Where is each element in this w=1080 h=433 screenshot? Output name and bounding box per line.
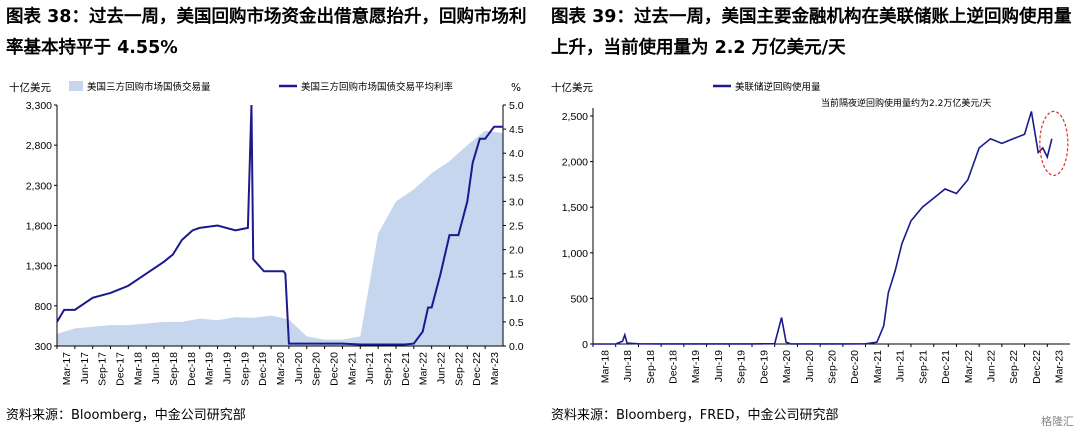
- y-tick-label: 1,000: [562, 248, 588, 260]
- x-tick-label: Mar-21: [872, 350, 884, 383]
- x-tick-label: Jun-17: [79, 352, 91, 384]
- highlight-ellipse: [1039, 110, 1069, 176]
- x-tick-label: Mar-22: [963, 350, 975, 383]
- x-tick-label: Sep-21: [917, 350, 929, 384]
- x-tick-label: Mar-19: [204, 352, 216, 385]
- left-y-tick-label: 3,300: [26, 100, 52, 112]
- right-y-unit-label: %: [511, 82, 521, 94]
- x-tick-label: Mar-21: [346, 352, 358, 385]
- x-tick-label: Mar-23: [1054, 350, 1066, 383]
- right-y-tick-label: 3.5: [509, 172, 524, 184]
- left-chart-svg: 300 800 1,300 1,800 2,300 2,800 3,300 0.0 0.5 1.0…: [9, 81, 524, 386]
- left-y-tick-label: 2,300: [26, 180, 52, 192]
- x-tick-label: Sep-20: [827, 350, 839, 384]
- y-tick-label: 2,500: [562, 111, 588, 123]
- legend-line-label: 美国三方回购市场国债交易平均利率: [301, 81, 454, 93]
- x-tick-label: Mar-22: [418, 352, 430, 385]
- left-chart-panel: 图表 38：过去一周，美国回购市场资金出借意愿抬升，回购市场利率基本持平于 4.…: [0, 0, 535, 433]
- left-chart-source: 资料来源：Bloomberg，中金公司研究部: [6, 408, 246, 423]
- right-y-tick-label: 4.0: [509, 148, 524, 160]
- right-chart-title: 图表 39：过去一周，美国主要金融机构在美联储账上逆回购使用量上升，当前使用量为…: [551, 7, 1072, 58]
- right-y-tick-label: 5.0: [509, 100, 524, 112]
- x-tick-label: Sep-22: [1008, 350, 1020, 384]
- x-tick-label: Sep-17: [97, 352, 109, 386]
- left-y-tick-label: 800: [34, 301, 52, 313]
- right-chart-source: 资料来源：Bloomberg，FRED，中金公司研究部: [551, 408, 839, 423]
- right-y-tick-label: 0.5: [509, 317, 524, 329]
- x-tick-label: Jun-20: [293, 352, 305, 384]
- x-tick-label: Dec-17: [114, 352, 126, 386]
- x-tick-label: Dec-18: [186, 352, 198, 386]
- x-tick-label: Dec-21: [940, 350, 952, 384]
- x-tick-label: Dec-22: [471, 352, 483, 386]
- watermark: 格隆汇: [1041, 415, 1074, 428]
- x-tick-label: Mar-20: [781, 350, 793, 383]
- y-tick-label: 0: [582, 339, 588, 351]
- x-tick-label: Jun-18: [622, 350, 634, 382]
- x-tick-label: Mar-19: [690, 350, 702, 383]
- left-y-tick-label: 1,800: [26, 221, 52, 233]
- legend-area-swatch: [69, 81, 83, 91]
- right-y-tick-label: 1.0: [509, 293, 524, 305]
- right-y-tick-label: 4.5: [509, 124, 524, 136]
- left-y-tick-label: 1,300: [26, 261, 52, 273]
- x-tick-label: Jun-19: [221, 352, 233, 384]
- left-y-unit-label: 十亿美元: [9, 81, 51, 94]
- left-y-tick-label: 2,800: [26, 140, 52, 152]
- x-tick-label: Mar-23: [489, 352, 501, 385]
- x-tick-label: Sep-18: [168, 352, 180, 386]
- x-tick-label: Jun-19: [713, 350, 725, 382]
- x-tick-label: Sep-19: [239, 352, 251, 386]
- x-tick-label: Dec-19: [758, 350, 770, 384]
- legend-area-label: 美国三方回购市场国债交易量: [87, 81, 211, 93]
- x-tick-label: Sep-19: [736, 350, 748, 384]
- y-tick-label: 2,000: [562, 157, 588, 169]
- x-tick-label: Jun-20: [804, 350, 816, 382]
- chart-annotation: 当前隔夜逆回购使用量约为2.2万亿美元/天: [821, 97, 991, 109]
- right-y-tick-label: 2.5: [509, 221, 524, 233]
- x-tick-label: Sep-22: [453, 352, 465, 386]
- right-y-tick-label: 0.0: [509, 341, 524, 353]
- x-tick-label: Mar-20: [275, 352, 287, 385]
- x-tick-label: Jun-22: [986, 350, 998, 382]
- repo-volume-area: [57, 130, 503, 346]
- y-unit-label: 十亿美元: [551, 81, 593, 94]
- x-tick-label: Jun-21: [895, 350, 907, 382]
- right-y-tick-label: 3.0: [509, 196, 524, 208]
- x-tick-label: Sep-21: [382, 352, 394, 386]
- x-tick-label: Mar-17: [61, 352, 73, 385]
- right-chart-svg: 0 500 1,000 1,500 2,000 2,500 Mar-18 Jun-18 Sep-…: [551, 81, 1070, 384]
- left-chart-title: 图表 38：过去一周，美国回购市场资金出借意愿抬升，回购市场利率基本持平于 4.…: [6, 7, 527, 58]
- right-chart-panel: 图表 39：过去一周，美国主要金融机构在美联储账上逆回购使用量上升，当前使用量为…: [545, 0, 1080, 433]
- x-tick-label: Dec-21: [400, 352, 412, 386]
- y-tick-label: 1,500: [562, 202, 588, 214]
- legend-line-label: 美联储逆回购使用量: [735, 81, 821, 93]
- x-tick-label: Jun-18: [150, 352, 162, 384]
- x-tick-label: Dec-19: [257, 352, 269, 386]
- right-y-tick-label: 2.0: [509, 245, 524, 257]
- x-tick-label: Sep-18: [645, 350, 657, 384]
- reverse-repo-line: [593, 111, 1053, 345]
- x-tick-label: Dec-18: [668, 350, 680, 384]
- x-tick-label: Jun-22: [436, 352, 448, 384]
- x-tick-label: Dec-20: [849, 350, 861, 384]
- y-tick-label: 500: [570, 293, 588, 305]
- x-tick-label: Dec-20: [329, 352, 341, 386]
- x-tick-label: Sep-20: [311, 352, 323, 386]
- x-tick-label: Mar-18: [599, 350, 611, 383]
- x-tick-label: Mar-18: [132, 352, 144, 385]
- x-tick-label: Jun-21: [364, 352, 376, 384]
- x-tick-label: Dec-22: [1031, 350, 1043, 384]
- left-y-tick-label: 300: [34, 341, 52, 353]
- right-y-tick-label: 1.5: [509, 269, 524, 281]
- repo-rate-line: [56, 104, 503, 346]
